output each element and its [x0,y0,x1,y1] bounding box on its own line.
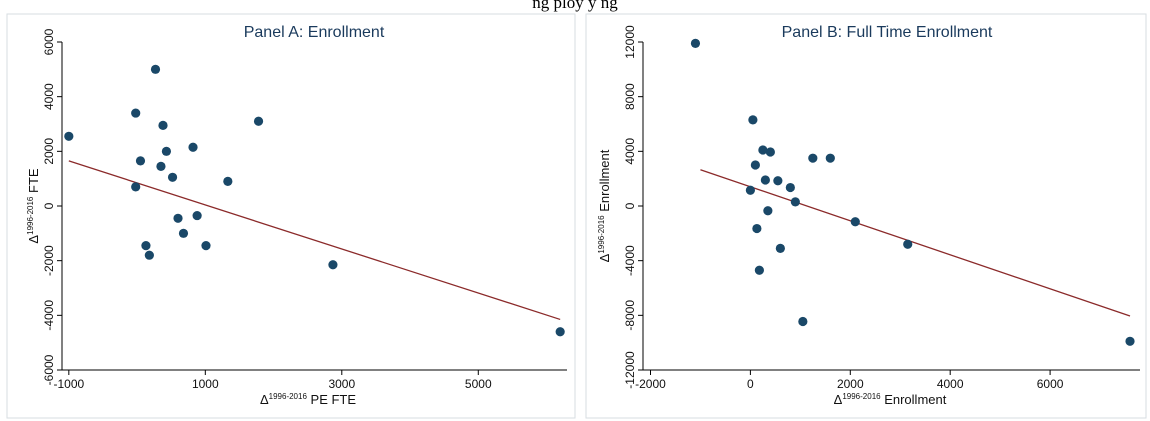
y-tick-label: 8000 [623,83,637,110]
scatter-point [763,206,773,216]
scatter-point [192,210,202,221]
scatter-point [690,38,701,48]
scatter-point [850,217,860,227]
scatter-point [825,153,835,163]
scatter-point [150,64,161,74]
scatter-point [173,213,183,223]
scatter-point [750,160,760,170]
scatter-point [748,115,758,125]
scatter-point [223,176,233,186]
panel-b-title: Panel B: Full Time Enrollment [782,24,993,41]
panel-b-x-label: Δ1996-2016 Enrollment [834,392,947,407]
x-tick-label: 2000 [837,377,864,391]
scatter-point [808,153,818,163]
y-tick-label: 12000 [623,25,637,59]
scatter-point [188,142,198,152]
scatter-point [64,131,74,141]
x-tick-label: 4000 [937,377,964,391]
scatter-point [158,120,168,130]
panel-b-y-label: Δ1996-2016 Enrollment [597,149,612,262]
panel-a-title: Panel A: Enrollment [244,24,385,41]
y-tick-label: 4000 [623,138,637,165]
scatter-point [790,197,800,207]
panel-a: Panel A: Enrollment -6000 -4000 -2000 0 2000… [6,13,576,419]
scatter-point [754,265,764,275]
panel-a-points [64,64,565,337]
panel-b-points [690,38,1135,346]
scatter-point [785,182,795,193]
y-tick-label: 0 [623,202,637,209]
x-tick-label: 0 [747,377,754,391]
scatter-point [156,161,166,171]
panel-a-fit-line [68,160,561,321]
y-tick-label: 4000 [42,83,56,110]
panel-b-x-ticks: -2000 0 2000 4000 6000 [635,370,1064,391]
scatter-point [328,260,338,270]
x-tick-label: 5000 [465,377,492,391]
y-tick-label: -12000 [623,351,637,389]
scatter-point [131,108,141,118]
scatter-point [131,182,141,192]
panel-b-frame [585,13,1147,419]
scatter-point [1125,336,1135,346]
x-tick-label: 6000 [1037,377,1064,391]
scatter-point [745,185,755,195]
y-tick-label: -8000 [623,300,637,331]
scatter-point [178,228,189,238]
scatter-point [135,156,146,166]
x-tick-label: 3000 [328,377,355,391]
scatter-point [798,316,808,327]
scatter-point [775,243,785,253]
scatter-point [758,145,768,155]
x-tick-label: -1000 [53,377,84,391]
scatter-point [161,146,172,156]
scatter-point [773,176,783,186]
panel-a-y-label: Δ1996-2016 FTE [26,168,41,243]
scatter-point [144,250,154,260]
cut-off-heading: ng ploy y ng [0,0,1150,22]
scatter-point [141,241,151,251]
x-tick-label: -2000 [635,377,666,391]
scatter-point [760,175,770,185]
scatter-point [752,223,762,234]
y-tick-label: 6000 [42,28,56,55]
scatter-point [201,241,211,251]
scatter-point [903,239,913,249]
panel-a-y-ticks: -6000 -4000 -2000 0 2000 4000 6000 [42,28,62,385]
scatter-point [555,327,565,337]
scatter-point [167,172,178,182]
cut-off-heading-text: ng ploy y ng [532,0,618,12]
panel-b-fit-line [700,169,1131,317]
panel-a-x-label: Δ1996-2016 PE FTE [260,392,356,407]
y-tick-label: -4000 [42,300,56,331]
panel-b-y-ticks: -12000 -8000 -4000 0 4000 8000 12000 [623,25,643,389]
y-tick-label: -2000 [42,245,56,276]
y-tick-label: -6000 [42,354,56,385]
panel-a-frame [6,13,576,419]
panel-b: Panel B: Full Time Enrollment -12000 -800… [585,13,1147,419]
y-tick-label: 2000 [42,138,56,165]
y-tick-label: -4000 [623,245,637,276]
scatter-point [253,116,264,126]
panel-a-x-ticks: -1000 1000 3000 5000 [53,370,492,391]
y-tick-label: 0 [42,202,56,209]
x-tick-label: 1000 [192,377,219,391]
scatter-point [765,147,775,157]
